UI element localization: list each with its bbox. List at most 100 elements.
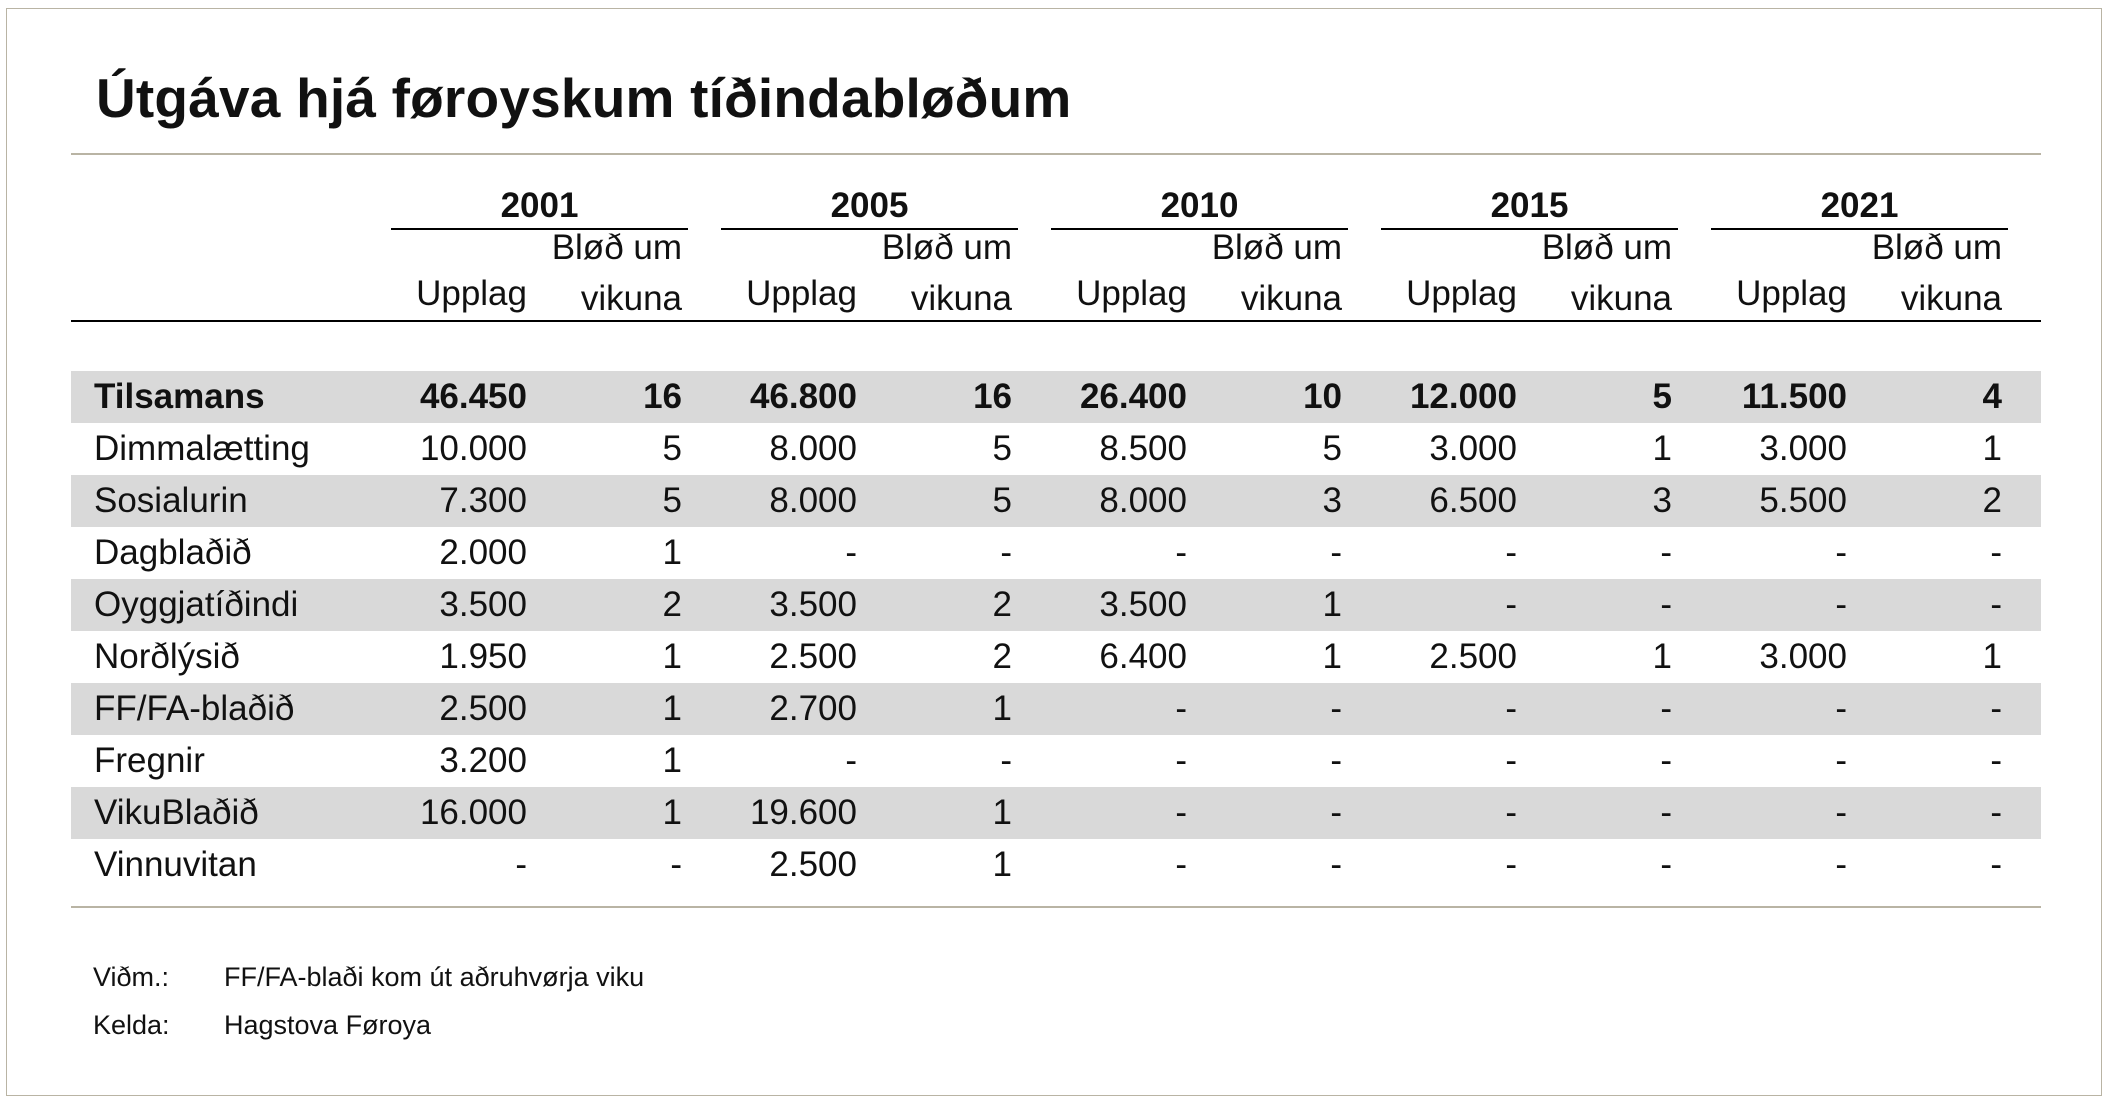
issues-cell: -	[1000, 741, 1012, 780]
issues-cell: 2	[992, 637, 1012, 676]
table-row: FF/FA-blaðið 2.500 1 2.700 1 - - - - - -	[71, 683, 2041, 735]
issues-cell: -	[1660, 845, 1672, 884]
circulation-cell: -	[1175, 689, 1187, 728]
circulation-cell: -	[1175, 845, 1187, 884]
circulation-cell: 2.500	[769, 845, 857, 884]
issues-cell: -	[1990, 793, 2002, 832]
circulation-cell: -	[1505, 689, 1517, 728]
row-label: Tilsamans	[94, 377, 265, 416]
year-underline	[391, 228, 688, 230]
table-row: Dagblaðið 2.000 1 - - - - - - - -	[71, 527, 2041, 579]
circulation-cell: -	[1835, 845, 1847, 884]
note-text: FF/FA-blaði kom út aðruhvørja viku	[224, 962, 645, 992]
row-label: Norðlýsið	[94, 637, 240, 676]
issues-cell: 1	[662, 533, 682, 572]
circulation-cell: 3.200	[439, 741, 527, 780]
issues-cell: 1	[662, 741, 682, 780]
issues-cell: -	[1660, 741, 1672, 780]
issues-header-line1: Bløð um	[881, 228, 1012, 267]
year-underline	[721, 228, 1018, 230]
issues-cell: -	[1000, 533, 1012, 572]
circulation-cell: 3.000	[1759, 429, 1847, 468]
circulation-cell: -	[515, 845, 527, 884]
issues-cell: -	[1330, 533, 1342, 572]
issues-cell: 5	[1322, 429, 1342, 468]
row-label: Fregnir	[94, 741, 205, 780]
table-row: Sosialurin 7.300 5 8.000 5 8.000 3 6.500 3 5.500 2	[71, 475, 2041, 527]
year-underline	[1381, 228, 1678, 230]
row-label: VikuBlaðið	[94, 793, 259, 832]
circulation-cell: -	[1175, 793, 1187, 832]
circulation-cell: 8.000	[1099, 481, 1187, 520]
year-header: 2015	[1490, 186, 1569, 225]
issues-header-line2: vikuna	[1240, 279, 1342, 318]
circulation-header: Upplag	[1076, 274, 1187, 313]
table-title: Útgáva hjá føroyskum tíðindabløðum	[96, 67, 1072, 129]
circulation-cell: 2.500	[1429, 637, 1517, 676]
total-row: Tilsamans 46.450 16 46.800 16 26.400 10 12.000 5…	[71, 371, 2041, 423]
issues-cell: 1	[662, 793, 682, 832]
circulation-header: Upplag	[1406, 274, 1517, 313]
issues-cell: 1	[1652, 637, 1672, 676]
issues-cell: -	[1660, 793, 1672, 832]
source-text: Hagstova Føroya	[224, 1010, 432, 1040]
issues-cell: 1	[662, 689, 682, 728]
row-label: Oyggjatíðindi	[94, 585, 299, 624]
circulation-cell: 3.000	[1429, 429, 1517, 468]
issues-cell: -	[1990, 741, 2002, 780]
issues-cell: 1	[992, 689, 1012, 728]
circulation-cell: -	[845, 741, 857, 780]
table-row: Fregnir 3.200 1 - - - - - - - -	[71, 735, 2041, 787]
circulation-cell: 10.000	[419, 429, 527, 468]
circulation-cell: 6.400	[1099, 637, 1187, 676]
issues-cell: -	[1330, 689, 1342, 728]
circulation-cell: -	[1835, 585, 1847, 624]
circulation-cell: 12.000	[1409, 377, 1517, 416]
issues-cell: -	[1330, 741, 1342, 780]
circulation-cell: 3.000	[1759, 637, 1847, 676]
circulation-cell: 5.500	[1759, 481, 1847, 520]
issues-cell: -	[1990, 585, 2002, 624]
header-bottom-rule	[71, 320, 2041, 322]
circulation-cell: -	[1175, 533, 1187, 572]
circulation-cell: -	[1835, 689, 1847, 728]
year-header: 2001	[500, 186, 579, 225]
issues-header-line2: vikuna	[1900, 279, 2002, 318]
circulation-cell: 2.000	[439, 533, 527, 572]
issues-cell: 1	[992, 793, 1012, 832]
issues-cell: 3	[1322, 481, 1342, 520]
issues-cell: 1	[1652, 429, 1672, 468]
issues-header-line1: Bløð um	[1871, 228, 2002, 267]
issues-cell: 16	[643, 377, 682, 416]
issues-cell: 3	[1652, 481, 1672, 520]
circulation-cell: 7.300	[439, 481, 527, 520]
issues-cell: -	[1330, 845, 1342, 884]
row-label: Dimmalætting	[94, 429, 310, 468]
circulation-cell: 26.400	[1079, 377, 1187, 416]
issues-header-line1: Bløð um	[551, 228, 682, 267]
circulation-cell: 6.500	[1429, 481, 1517, 520]
circulation-cell: 19.600	[749, 793, 857, 832]
table-row: VikuBlaðið 16.000 1 19.600 1 - - - - - -	[71, 787, 2041, 839]
issues-cell: 5	[662, 481, 682, 520]
source-label: Kelda:	[93, 1010, 170, 1040]
issues-cell: 2	[1982, 481, 2002, 520]
circulation-cell: -	[1505, 845, 1517, 884]
circulation-cell: 8.500	[1099, 429, 1187, 468]
issues-cell: -	[1990, 533, 2002, 572]
issues-cell: -	[1660, 533, 1672, 572]
issues-cell: 1	[992, 845, 1012, 884]
issues-cell: -	[670, 845, 682, 884]
issues-cell: -	[1660, 689, 1672, 728]
circulation-cell: 1.950	[439, 637, 527, 676]
row-label: Dagblaðið	[94, 533, 252, 572]
issues-cell: -	[1330, 793, 1342, 832]
table-row: Dimmalætting 10.000 5 8.000 5 8.500 5 3.000 1 3.0…	[71, 423, 2041, 475]
issues-cell: 2	[662, 585, 682, 624]
issues-cell: 16	[973, 377, 1012, 416]
circulation-cell: 2.700	[769, 689, 857, 728]
year-underline	[1051, 228, 1348, 230]
year-header: 2021	[1820, 186, 1899, 225]
issues-cell: 5	[662, 429, 682, 468]
circulation-cell: -	[1175, 741, 1187, 780]
